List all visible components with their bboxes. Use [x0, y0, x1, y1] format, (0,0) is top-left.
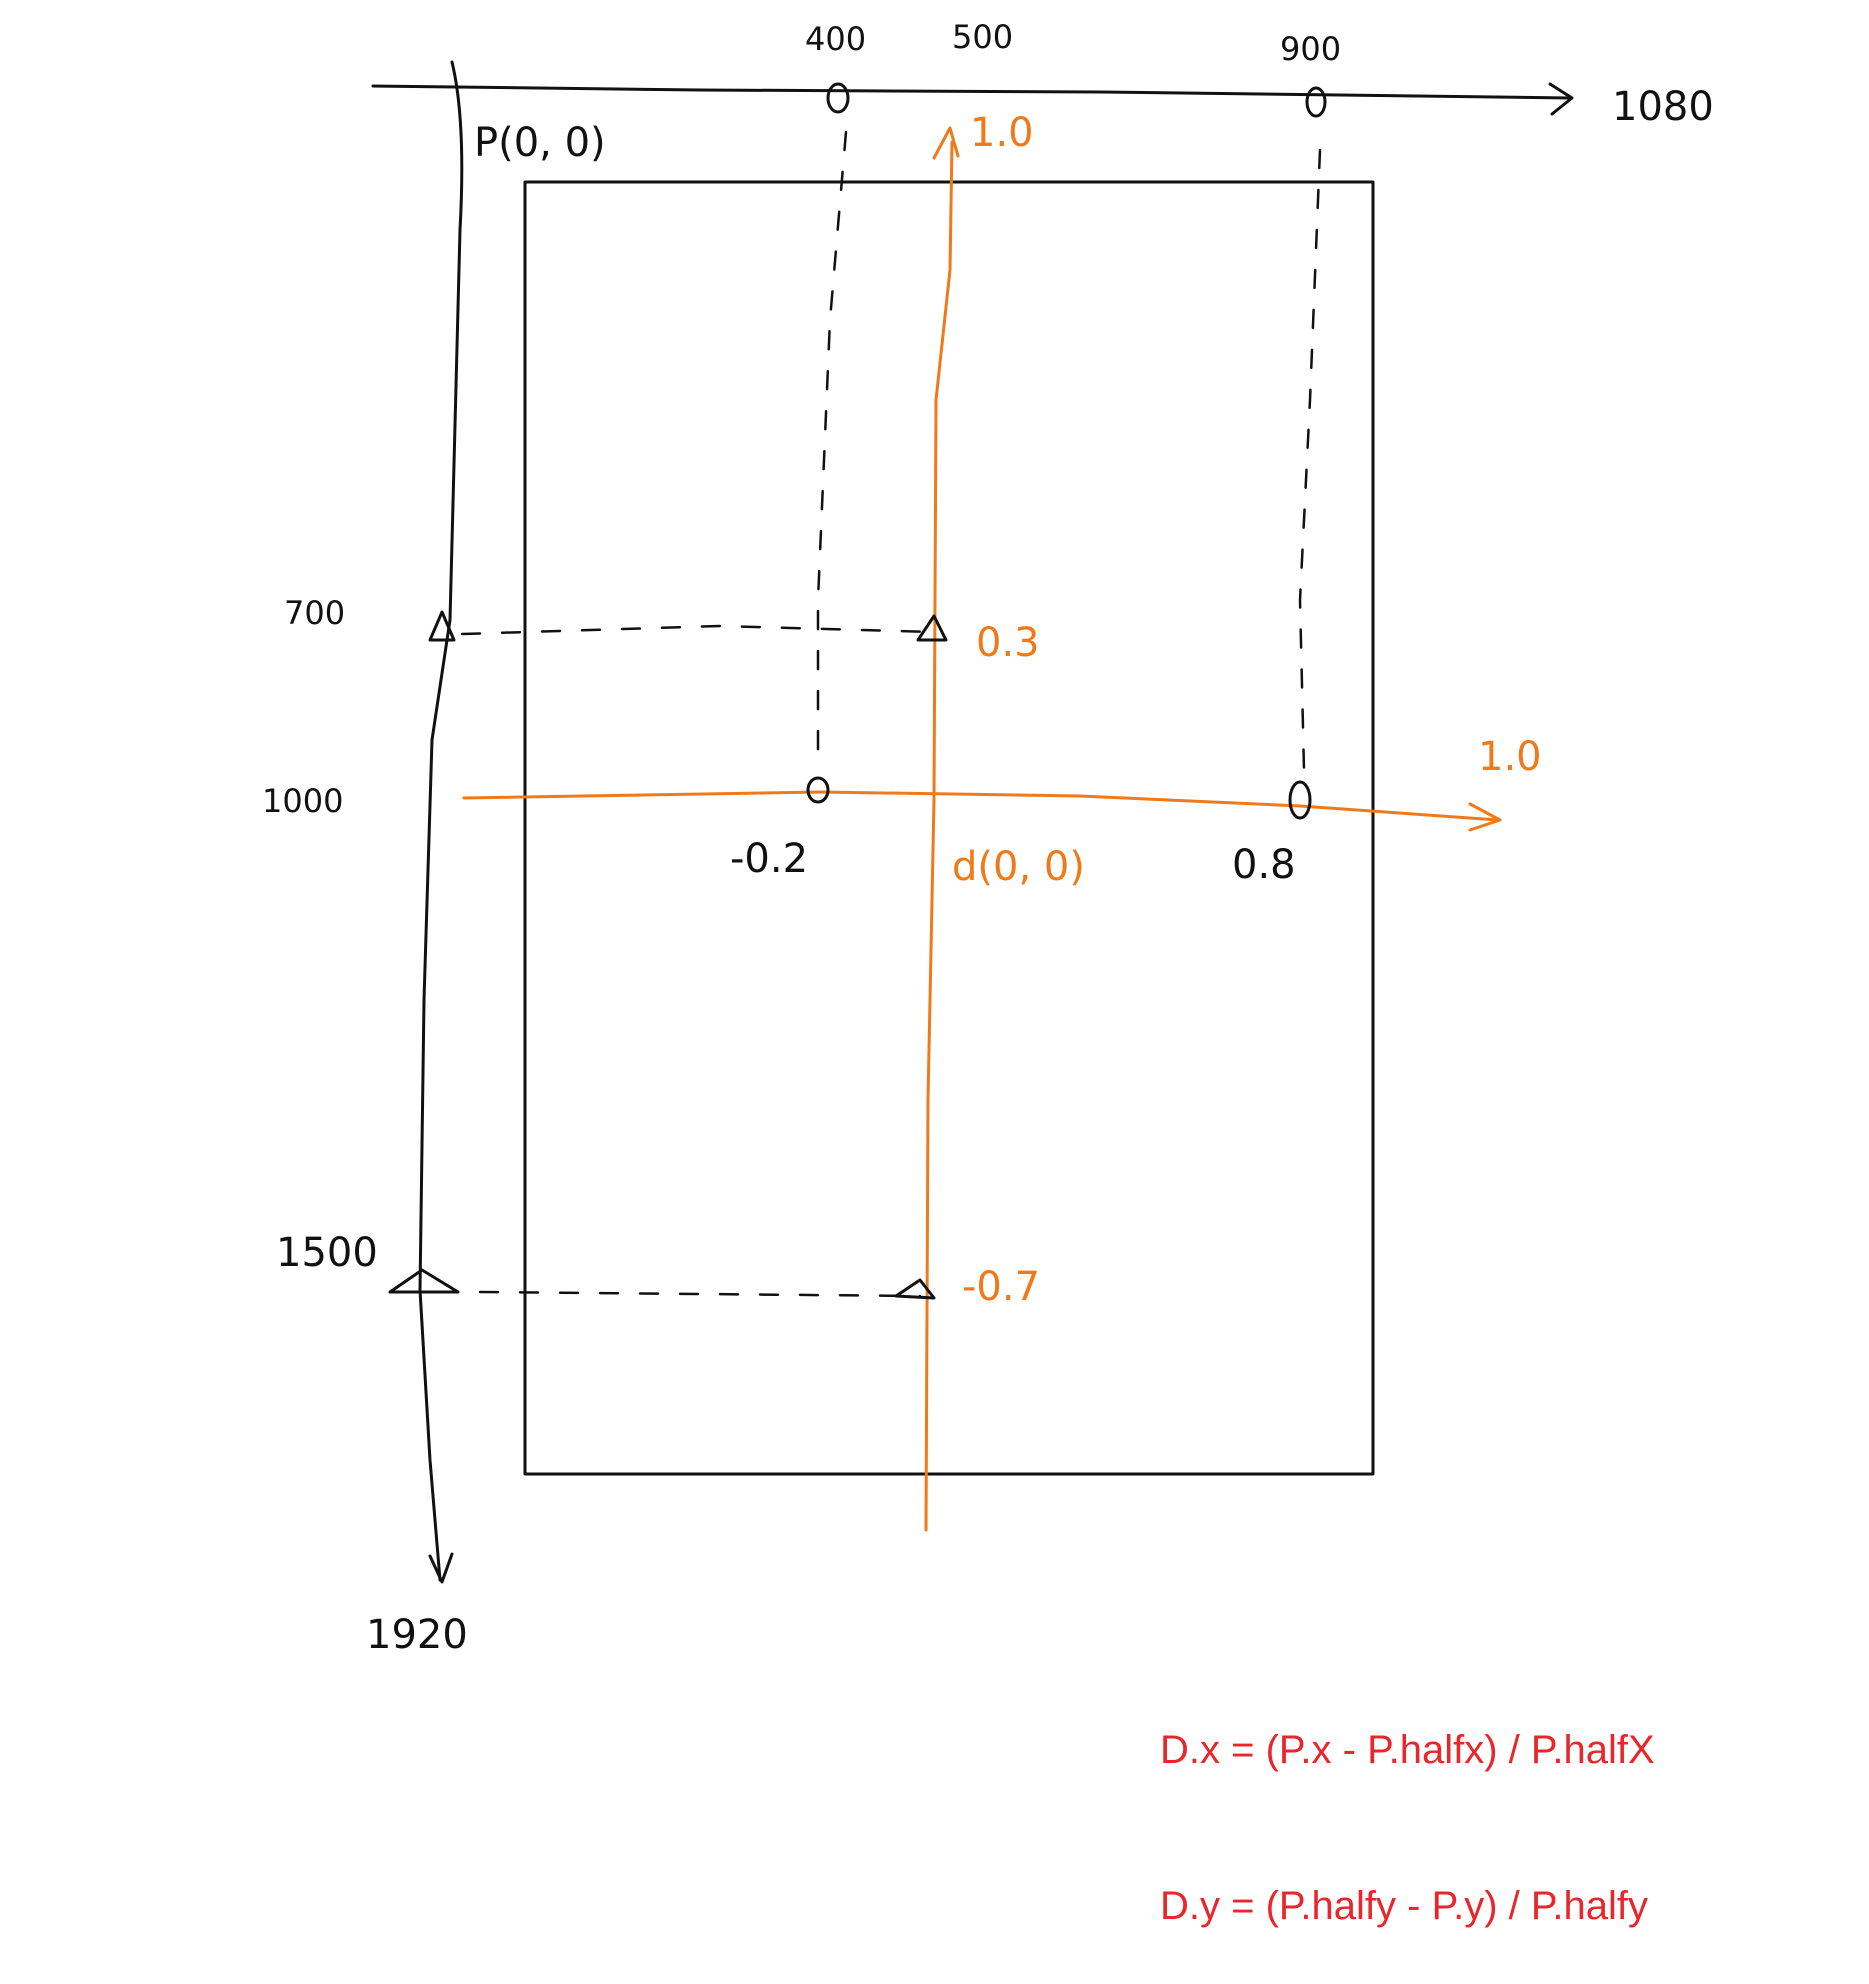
y-max-label: 1920	[366, 1612, 468, 1658]
pixel-x-tick-labels: 400 500 900	[805, 18, 1341, 68]
ndc-y-axis-arrowhead	[932, 126, 960, 160]
ndc-x-axis-arrowhead	[1468, 802, 1502, 832]
guide-y-1500	[478, 1290, 922, 1298]
guide-x-400	[816, 130, 848, 762]
pixel-y-axis	[418, 60, 464, 1582]
ndc-y-label-0.3: 0.3	[976, 620, 1040, 666]
ndc-y-label-neg0.7: -0.7	[962, 1264, 1040, 1310]
ndc-y-max-label: 1.0	[970, 110, 1034, 156]
coordinate-mapping-diagram: P(0, 0) 400 500 900 1080 700 1000 1500 1…	[262, 18, 1714, 1658]
ndc-x-label-neg0.2: -0.2	[730, 836, 808, 882]
ndc-y-axis	[924, 140, 954, 1532]
y-axis-marker-700	[428, 610, 456, 642]
y-tick-1000: 1000	[262, 782, 343, 820]
y-axis-marker-1500	[388, 1268, 460, 1294]
pixel-x-axis	[371, 84, 1572, 100]
guide-y-700	[460, 624, 936, 636]
pixel-origin-label: P(0, 0)	[474, 120, 606, 166]
x-axis-marker-400	[826, 82, 850, 114]
ndc-marker-neg0.2	[806, 776, 830, 804]
x-tick-500: 500	[952, 18, 1013, 56]
ndc-origin-label: d(0, 0)	[952, 844, 1085, 890]
ndc-marker-0.8	[1288, 780, 1312, 820]
guide-x-900	[1298, 148, 1322, 772]
pixel-y-axis-arrowhead	[428, 1552, 454, 1584]
x-tick-400: 400	[805, 20, 866, 58]
x-max-label: 1080	[1612, 84, 1714, 130]
ndc-marker-0.3	[916, 614, 948, 642]
x-tick-900: 900	[1280, 30, 1341, 68]
y-tick-700: 700	[284, 594, 345, 632]
screen-rectangle	[523, 180, 1375, 1476]
formula-line-x: D.x = (P.x - P.halfx) / P.halfX	[1160, 1728, 1655, 1772]
conversion-formula: D.x = (P.x - P.halfx) / P.halfX D.y = (P…	[1160, 1620, 1655, 1984]
ndc-x-max-label: 1.0	[1478, 734, 1542, 780]
ndc-x-label-0.8: 0.8	[1232, 842, 1296, 888]
ndc-x-axis	[462, 790, 1500, 822]
ndc-marker-neg0.7	[894, 1278, 936, 1300]
y-tick-1500: 1500	[276, 1230, 378, 1276]
pixel-y-tick-labels: 700 1000 1500	[262, 594, 378, 1276]
x-axis-marker-900	[1305, 86, 1327, 118]
formula-line-y: D.y = (P.halfy - P.y) / P.halfy	[1160, 1884, 1649, 1928]
pixel-x-axis-arrowhead	[1548, 82, 1574, 116]
